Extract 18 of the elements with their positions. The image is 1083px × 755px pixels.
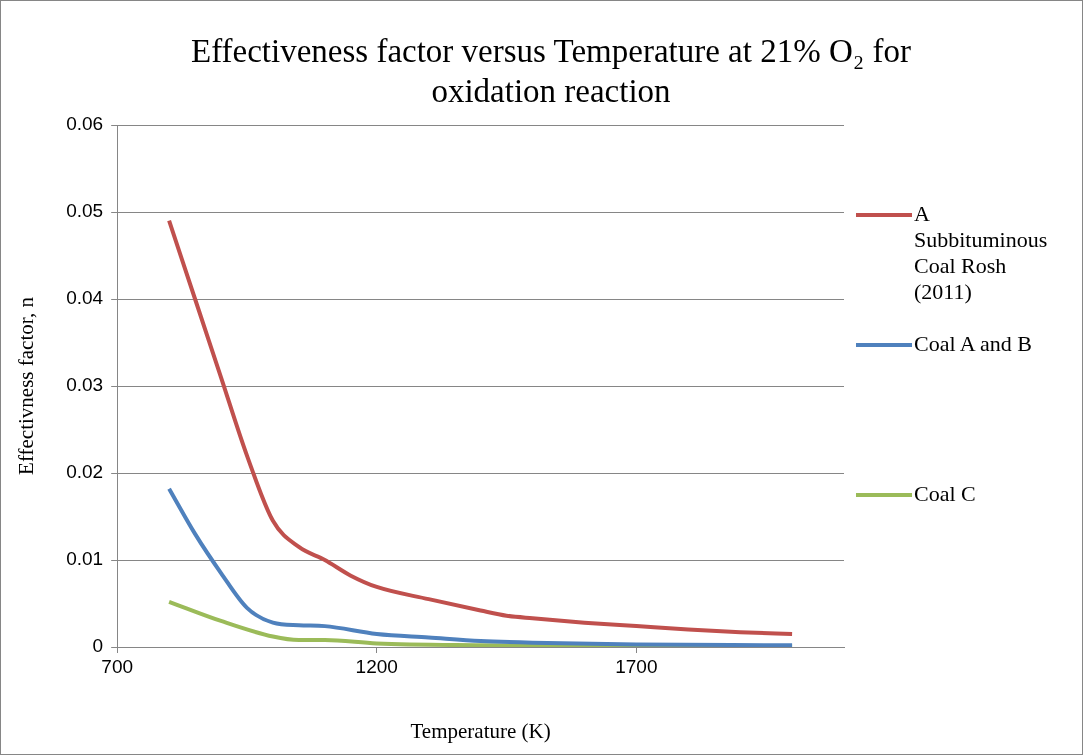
y-tick-label: 0 bbox=[92, 635, 104, 657]
x-tick-label: 700 bbox=[101, 655, 134, 677]
y-tick-label: 0.03 bbox=[66, 374, 104, 396]
x-tick-label: 1200 bbox=[355, 655, 398, 677]
chart-title: Effectiveness factor versus Temperature at 21% O₂ for oxidation reaction bbox=[190, 32, 912, 111]
line-series bbox=[167, 486, 795, 647]
y-tick-label: 0.06 bbox=[66, 113, 104, 135]
y-tick-label: 0.01 bbox=[66, 548, 104, 570]
legend-label: Coal C bbox=[914, 481, 977, 507]
x-tick-label: 1700 bbox=[615, 655, 658, 677]
y-tick-label: 0.05 bbox=[66, 200, 104, 222]
legend-label: Coal A and B bbox=[914, 331, 1033, 357]
legend-label: A Subbituminous Coal Rosh (2011) bbox=[914, 201, 1049, 305]
y-axis-title: Effectivness factor, n bbox=[14, 296, 39, 475]
line-series bbox=[167, 218, 795, 636]
y-tick-label: 0.02 bbox=[66, 461, 104, 483]
x-axis-title: Temperature (K) bbox=[410, 718, 551, 743]
y-tick-label: 0.04 bbox=[66, 287, 104, 309]
